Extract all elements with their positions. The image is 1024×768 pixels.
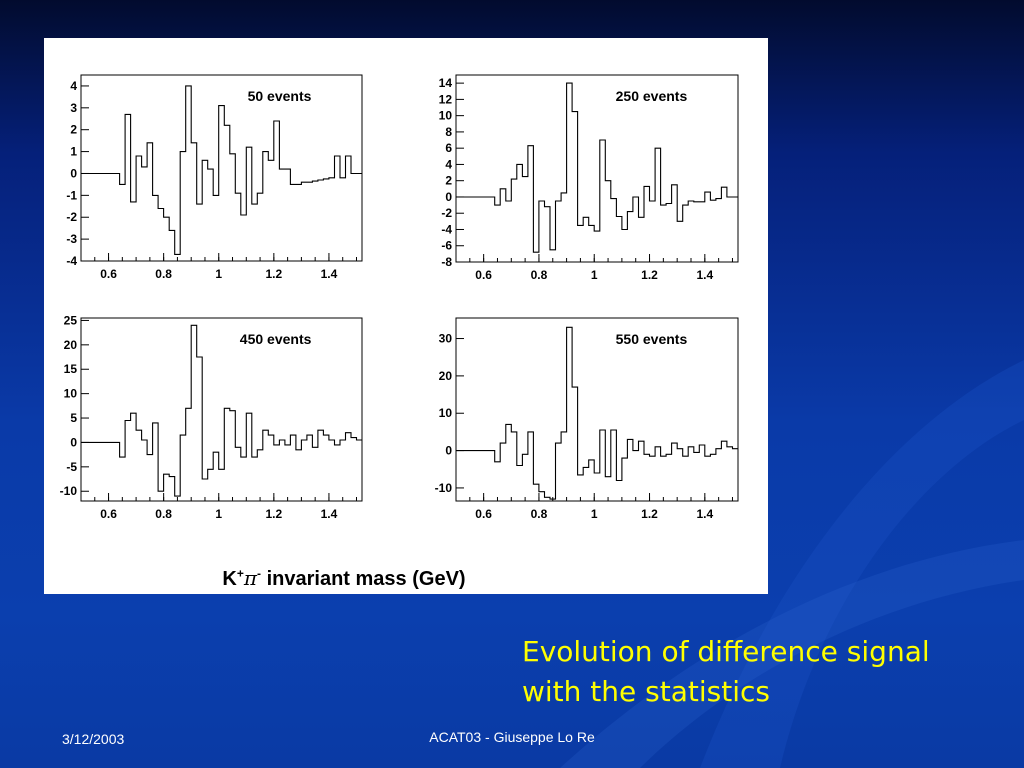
plot-frame-1 <box>455 74 739 263</box>
y-tick-label: -2 <box>66 210 77 224</box>
x-tick-label: 1.4 <box>696 507 713 521</box>
x-axis-title: K+π- invariant mass (GeV) <box>222 566 466 590</box>
histogram-line-0 <box>81 85 362 255</box>
plot-frame-0 <box>80 74 363 262</box>
x-tick-label: 1.4 <box>321 267 338 281</box>
x-tick-label: 0.8 <box>155 267 172 281</box>
y-tick-label: 12 <box>439 92 453 106</box>
y-tick-label: 8 <box>445 125 452 139</box>
x-tick-label: 0.6 <box>475 507 492 521</box>
y-tick-label: 5 <box>70 411 77 425</box>
x-tick-label: 1.4 <box>321 507 338 521</box>
y-tick-label: 6 <box>445 141 452 155</box>
y-tick-label: 3 <box>70 101 77 115</box>
y-tick-label: 4 <box>70 79 77 93</box>
x-tick-label: 0.8 <box>531 507 548 521</box>
plot-frame-3 <box>455 317 739 502</box>
footer-date: 3/12/2003 <box>62 731 125 747</box>
y-tick-label: 0 <box>445 444 452 458</box>
y-tick-label: 10 <box>64 387 78 401</box>
y-tick-label: -6 <box>441 239 452 253</box>
x-tick-label: 1 <box>215 267 222 281</box>
y-tick-label: -5 <box>66 460 77 474</box>
y-tick-label: 0 <box>70 435 77 449</box>
x-tick-label: 0.8 <box>531 268 548 282</box>
x-tick-label: 1.2 <box>641 507 658 521</box>
panel-title: 50 events <box>248 88 312 104</box>
x-tick-label: 1 <box>215 507 222 521</box>
x-tick-label: 0.6 <box>100 507 117 521</box>
x-tick-label: 1 <box>591 507 598 521</box>
panel-title: 250 events <box>616 88 688 104</box>
y-tick-label: 10 <box>439 109 453 123</box>
y-tick-label: 0 <box>70 166 77 180</box>
y-tick-label: 20 <box>64 338 78 352</box>
caption-line-2: with the statistics <box>522 675 770 708</box>
y-tick-label: 0 <box>445 190 452 204</box>
y-tick-label: 10 <box>439 406 453 420</box>
x-tick-label: 1.2 <box>641 268 658 282</box>
y-tick-label: 4 <box>445 157 452 171</box>
panel-title: 550 events <box>616 331 688 347</box>
y-tick-label: -8 <box>441 255 452 269</box>
y-tick-label: -10 <box>60 484 78 498</box>
y-tick-label: 15 <box>64 362 78 376</box>
x-tick-label: 1.2 <box>265 507 282 521</box>
histogram-line-2 <box>81 324 362 497</box>
x-tick-label: 0.8 <box>155 507 172 521</box>
footer-presenter: ACAT03 - Giuseppe Lo Re <box>429 729 595 745</box>
y-tick-label: 20 <box>439 369 453 383</box>
y-tick-label: 25 <box>64 313 78 327</box>
y-tick-label: 14 <box>439 76 453 90</box>
x-tick-label: 1.2 <box>265 267 282 281</box>
y-tick-label: 30 <box>439 332 453 346</box>
figure-panel: 0.6 0.8 1 1.2 1.4 -4 -3 -2 -1 0 1 2 3 4 50 events 0.6 0.… <box>44 38 768 594</box>
x-tick-label: 0.6 <box>475 268 492 282</box>
y-tick-label: 1 <box>70 145 77 159</box>
histogram-line-1 <box>456 82 738 253</box>
caption-line-1: Evolution of difference signal <box>522 635 930 668</box>
plot-frame-2 <box>80 317 363 502</box>
y-tick-label: -4 <box>66 254 77 268</box>
y-tick-label: 2 <box>445 174 452 188</box>
x-tick-label: 0.6 <box>100 267 117 281</box>
y-tick-label: -2 <box>441 206 452 220</box>
y-tick-label: -4 <box>441 222 452 236</box>
x-tick-label: 1 <box>591 268 598 282</box>
y-tick-label: 2 <box>70 123 77 137</box>
histogram-line-3 <box>456 326 738 500</box>
x-tick-label: 1.4 <box>696 268 713 282</box>
y-tick-label: -1 <box>66 188 77 202</box>
slide-caption: Evolution of difference signal with the … <box>522 632 1012 712</box>
y-tick-label: -10 <box>435 481 453 495</box>
y-tick-label: -3 <box>66 232 77 246</box>
panel-title: 450 events <box>240 331 312 347</box>
pi-symbol: π <box>243 566 258 590</box>
